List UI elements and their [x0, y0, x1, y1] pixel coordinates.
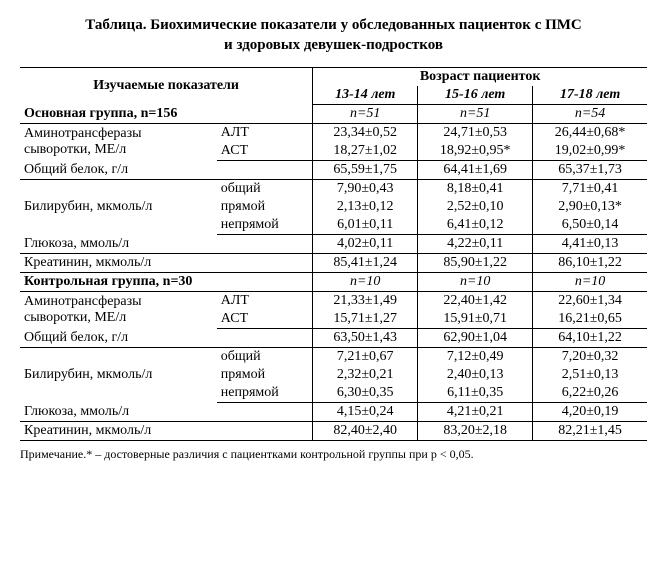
- group-main-n1: n=51: [313, 105, 418, 124]
- label-protein-c: Общий белок, г/л: [20, 329, 313, 348]
- ctrl-ast-a3: 16,21±0,65: [533, 310, 647, 329]
- ctrl-bind-a2: 6,11±0,35: [418, 384, 533, 403]
- main-bdir-a2: 2,52±0,10: [418, 198, 533, 216]
- label-b-dir-c: прямой: [217, 366, 313, 384]
- main-ast-a3: 19,02±0,99*: [533, 142, 647, 161]
- main-bind-a1: 6,01±0,11: [313, 216, 418, 235]
- main-creat-a3: 86,10±1,22: [533, 254, 647, 273]
- ctrl-bdir-a3: 2,51±0,13: [533, 366, 647, 384]
- main-btot-a3: 7,71±0,41: [533, 180, 647, 199]
- main-gluc-a2: 4,22±0,11: [418, 235, 533, 254]
- title-line-1: Таблица. Биохимические показатели у обсл…: [85, 17, 582, 33]
- ctrl-prot-a3: 64,10±1,22: [533, 329, 647, 348]
- label-amino-c1: Аминотрансферазы: [24, 294, 142, 309]
- label-b-ind: непрямой: [217, 216, 313, 235]
- group-main-n3: n=54: [533, 105, 647, 124]
- title-line-2: и здоровых девушек-подростков: [224, 37, 443, 53]
- ctrl-bind-a1: 6,30±0,35: [313, 384, 418, 403]
- label-bilirubin: Билирубин, мкмоль/л: [20, 180, 217, 235]
- main-ast-a1: 18,27±1,02: [313, 142, 418, 161]
- footnote: Примечание.* – достоверные различия с па…: [20, 447, 647, 462]
- group-ctrl-label: Контрольная группа, n=30: [20, 273, 313, 292]
- ctrl-gluc-a3: 4,20±0,19: [533, 403, 647, 422]
- main-prot-a2: 64,41±1,69: [418, 161, 533, 180]
- label-amino: Аминотрансферазы сыворотки, МЕ/л: [20, 124, 217, 161]
- ctrl-prot-a1: 63,50±1,43: [313, 329, 418, 348]
- label-b-ind-c: непрямой: [217, 384, 313, 403]
- main-creat-a2: 85,90±1,22: [418, 254, 533, 273]
- main-gluc-a3: 4,41±0,13: [533, 235, 647, 254]
- header-age: Возраст пациенток: [313, 68, 647, 87]
- group-main-label: Основная группа, n=156: [20, 105, 313, 124]
- ctrl-creat-a1: 82,40±2,40: [313, 422, 418, 441]
- main-prot-a1: 65,59±1,75: [313, 161, 418, 180]
- ctrl-alt-a3: 22,60±1,34: [533, 292, 647, 311]
- main-alt-a2: 24,71±0,53: [418, 124, 533, 143]
- ctrl-ast-a2: 15,91±0,71: [418, 310, 533, 329]
- group-ctrl-n3: n=10: [533, 273, 647, 292]
- group-ctrl-n1: n=10: [313, 273, 418, 292]
- ctrl-gluc-a1: 4,15±0,24: [313, 403, 418, 422]
- label-b-tot: общий: [217, 180, 313, 199]
- ctrl-alt-a2: 22,40±1,42: [418, 292, 533, 311]
- label-amino-c: Аминотрансферазы сыворотки, МЕ/л: [20, 292, 217, 329]
- main-btot-a2: 8,18±0,41: [418, 180, 533, 199]
- label-amino-2: сыворотки, МЕ/л: [24, 142, 126, 157]
- table-title: Таблица. Биохимические показатели у обсл…: [20, 16, 647, 55]
- header-parameters: Изучаемые показатели: [20, 68, 313, 105]
- label-alt-c: АЛТ: [217, 292, 313, 311]
- main-ast-a2: 18,92±0,95*: [418, 142, 533, 161]
- ctrl-bdir-a1: 2,32±0,21: [313, 366, 418, 384]
- main-prot-a3: 65,37±1,73: [533, 161, 647, 180]
- label-protein: Общий белок, г/л: [20, 161, 313, 180]
- label-amino-c2: сыворотки, МЕ/л: [24, 310, 126, 325]
- main-bind-a3: 6,50±0,14: [533, 216, 647, 235]
- label-glucose: Глюкоза, ммоль/л: [20, 235, 313, 254]
- label-ast: АСТ: [217, 142, 313, 161]
- main-bdir-a1: 2,13±0,12: [313, 198, 418, 216]
- ctrl-bdir-a2: 2,40±0,13: [418, 366, 533, 384]
- ctrl-creat-a3: 82,21±1,45: [533, 422, 647, 441]
- header-age-1: 13-14 лет: [313, 86, 418, 105]
- label-bilirubin-c: Билирубин, мкмоль/л: [20, 348, 217, 403]
- biochem-table: Изучаемые показатели Возраст пациенток 1…: [20, 67, 647, 441]
- label-b-dir: прямой: [217, 198, 313, 216]
- label-alt: АЛТ: [217, 124, 313, 143]
- label-glucose-c: Глюкоза, ммоль/л: [20, 403, 313, 422]
- ctrl-gluc-a2: 4,21±0,21: [418, 403, 533, 422]
- group-ctrl-n2: n=10: [418, 273, 533, 292]
- main-gluc-a1: 4,02±0,11: [313, 235, 418, 254]
- main-bdir-a3: 2,90±0,13*: [533, 198, 647, 216]
- ctrl-creat-a2: 83,20±2,18: [418, 422, 533, 441]
- ctrl-bind-a3: 6,22±0,26: [533, 384, 647, 403]
- label-amino-1: Аминотрансферазы: [24, 126, 142, 141]
- label-b-tot-c: общий: [217, 348, 313, 367]
- header-age-2: 15-16 лет: [418, 86, 533, 105]
- label-creatinine: Креатинин, мкмоль/л: [20, 254, 313, 273]
- group-main-n2: n=51: [418, 105, 533, 124]
- ctrl-btot-a3: 7,20±0,32: [533, 348, 647, 367]
- ctrl-ast-a1: 15,71±1,27: [313, 310, 418, 329]
- main-alt-a3: 26,44±0,68*: [533, 124, 647, 143]
- label-ast-c: АСТ: [217, 310, 313, 329]
- main-alt-a1: 23,34±0,52: [313, 124, 418, 143]
- ctrl-alt-a1: 21,33±1,49: [313, 292, 418, 311]
- label-creatinine-c: Креатинин, мкмоль/л: [20, 422, 313, 441]
- ctrl-prot-a2: 62,90±1,04: [418, 329, 533, 348]
- main-btot-a1: 7,90±0,43: [313, 180, 418, 199]
- main-bind-a2: 6,41±0,12: [418, 216, 533, 235]
- main-creat-a1: 85,41±1,24: [313, 254, 418, 273]
- ctrl-btot-a1: 7,21±0,67: [313, 348, 418, 367]
- ctrl-btot-a2: 7,12±0,49: [418, 348, 533, 367]
- header-age-3: 17-18 лет: [533, 86, 647, 105]
